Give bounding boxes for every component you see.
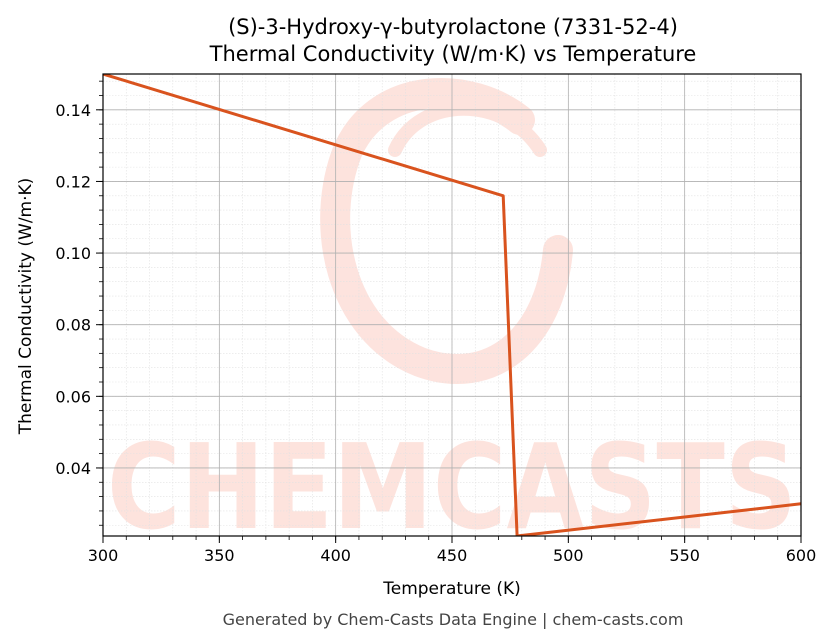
y-tick-label: 0.08	[55, 316, 91, 335]
y-axis-label: Thermal Conductivity (W/m·K)	[16, 178, 36, 436]
chart-title-line2: Thermal Conductivity (W/m·K) vs Temperat…	[209, 42, 697, 66]
x-tick-label: 450	[437, 546, 468, 565]
x-tick-label: 350	[204, 546, 235, 565]
x-tick-label: 300	[88, 546, 119, 565]
series-line	[103, 74, 801, 536]
x-tick-label: 500	[553, 546, 584, 565]
chart-title-line1: (S)-3-Hydroxy-γ-butyrolactone (7331-52-4…	[228, 15, 678, 39]
y-tick-label: 0.10	[55, 244, 91, 263]
x-tick-label: 600	[786, 546, 817, 565]
y-tick-label: 0.12	[55, 172, 91, 191]
footer-credit: Generated by Chem-Casts Data Engine | ch…	[223, 610, 684, 629]
x-tick-label: 400	[320, 546, 351, 565]
y-tick-label: 0.06	[55, 387, 91, 406]
ticks: 300 350 400 450 500 550 600 0.04 0.06 0.08 0.10 0.1…	[55, 80, 817, 565]
y-tick-label: 0.14	[55, 101, 91, 120]
series-layer	[103, 74, 801, 536]
x-axis-label: Temperature (K)	[382, 579, 521, 599]
grid	[102, 74, 802, 536]
x-tick-label: 550	[669, 546, 700, 565]
y-tick-label: 0.04	[55, 459, 91, 478]
